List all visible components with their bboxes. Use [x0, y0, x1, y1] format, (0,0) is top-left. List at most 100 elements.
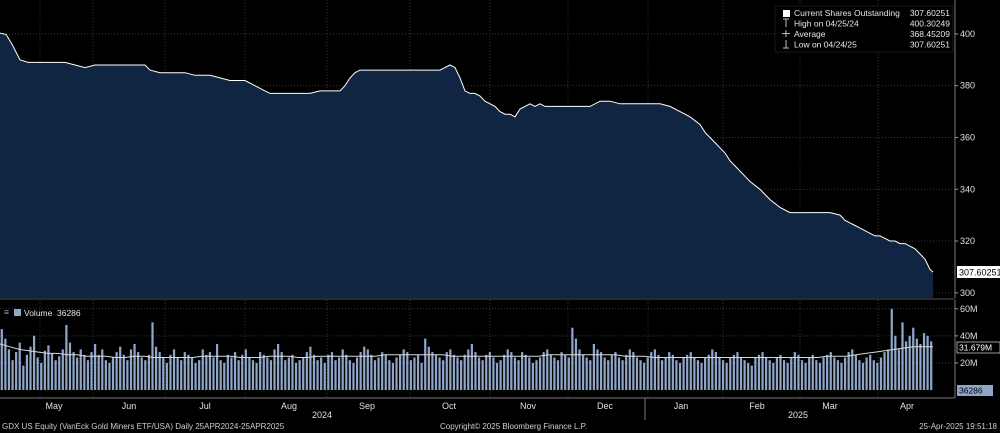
volume-bar: [492, 357, 495, 390]
volume-bar: [366, 349, 369, 390]
volume-bar: [797, 354, 800, 390]
volume-bar: [348, 360, 351, 390]
price-tick-label: 320: [960, 236, 975, 246]
volume-bar: [524, 354, 527, 390]
volume-bar: [86, 360, 90, 390]
volume-bar: [538, 357, 542, 390]
volume-bar: [201, 349, 204, 390]
volume-bar: [894, 335, 897, 390]
volume-bar: [76, 357, 79, 390]
volume-bar: [549, 354, 552, 390]
volume-last-label: 36286: [959, 386, 983, 396]
volume-bar: [4, 338, 7, 390]
volume-bar: [409, 360, 412, 390]
volume-bar: [79, 349, 82, 390]
volume-bar: [847, 352, 850, 390]
price-tick-label: 380: [960, 81, 975, 91]
volume-bar: [273, 349, 276, 390]
volume-bar: [219, 360, 222, 390]
volume-bar: [7, 349, 11, 390]
volume-bar: [919, 344, 922, 390]
volume-bar: [29, 346, 32, 390]
volume-bar: [169, 354, 172, 390]
ma-value-tag: 31.679M: [956, 341, 1000, 354]
volume-bar: [650, 352, 653, 390]
volume-bar: [851, 349, 854, 390]
volume-bar: [280, 352, 283, 390]
price-tick-label: 300: [960, 288, 975, 298]
volume-bar: [215, 344, 219, 390]
ma-value-label: 31.679M: [959, 343, 992, 353]
volume-bar: [352, 362, 355, 390]
volume-bar: [341, 349, 344, 390]
volume-bar: [50, 353, 54, 390]
volume-bar: [528, 357, 531, 390]
volume-bar: [793, 352, 796, 390]
volume-bar: [147, 354, 151, 390]
volume-bar: [826, 354, 829, 390]
volume-bar: [144, 360, 147, 390]
volume-bar: [736, 352, 739, 390]
volume-bar: [205, 354, 208, 390]
volume-bar: [693, 357, 696, 390]
volume-bar: [750, 365, 753, 390]
volume-bar: [474, 352, 477, 390]
legend-average-label: Average: [794, 29, 826, 39]
volume-bar: [589, 360, 592, 390]
volume-bar: [456, 357, 459, 390]
volume-bar: [488, 352, 491, 390]
volume-bar: [625, 354, 628, 390]
volume-bar: [843, 357, 847, 390]
volume-bar: [93, 344, 97, 390]
volume-bar: [452, 354, 456, 390]
volume-bar: [129, 349, 133, 390]
volume-bar: [391, 362, 395, 390]
volume-bar: [162, 357, 165, 390]
volume-bar: [176, 357, 179, 390]
price-tick-label: 360: [960, 132, 975, 142]
volume-bar: [635, 357, 639, 390]
volume-bar: [617, 357, 621, 390]
volume-bar: [36, 357, 39, 390]
volume-bar: [420, 362, 423, 390]
volume-menu-icon: ≡: [4, 307, 9, 317]
footer: GDX US Equity (VanEck Gold Miners ETF/US…: [0, 420, 1000, 433]
volume-bar: [266, 357, 269, 390]
volume-bar: [571, 327, 574, 390]
volume-bar: [287, 357, 290, 390]
volume-bar: [786, 362, 789, 390]
legend-high-label: High on 04/25/24: [794, 19, 859, 29]
volume-bar: [470, 344, 473, 390]
volume-bars: [0, 308, 933, 390]
volume-bar: [320, 357, 323, 390]
high-marker-icon: [783, 18, 789, 27]
volume-bar: [531, 362, 534, 390]
volume-bar: [926, 335, 929, 390]
x-tick-label: Feb: [749, 401, 765, 411]
volume-bar: [291, 354, 294, 390]
volume-bar: [338, 357, 341, 390]
volume-bar: [879, 357, 883, 390]
x-axis: May Jun Jul Aug Sep Oct Nov Dec Jan Feb Mar Apr 2024…: [0, 397, 955, 420]
volume-bar: [657, 354, 660, 390]
volume-bar: [72, 352, 75, 390]
volume-bar: [15, 352, 18, 390]
volume-bar: [477, 357, 481, 390]
volume-bar: [815, 360, 818, 390]
volume-tick-label: 60M: [960, 304, 978, 314]
volume-bar: [718, 357, 721, 390]
volume-bar: [883, 352, 886, 390]
volume-bar: [711, 349, 714, 390]
volume-bar: [323, 362, 326, 390]
volume-bar: [721, 360, 725, 390]
x-tick-label: Apr: [900, 401, 914, 411]
volume-bar: [535, 360, 538, 390]
volume-bar: [445, 352, 448, 390]
volume-bar: [40, 362, 43, 390]
volume-bar: [556, 360, 560, 390]
volume-bar: [585, 357, 588, 390]
volume-bar: [154, 346, 158, 390]
volume-bar: [0, 329, 3, 390]
volume-bar: [294, 362, 298, 390]
